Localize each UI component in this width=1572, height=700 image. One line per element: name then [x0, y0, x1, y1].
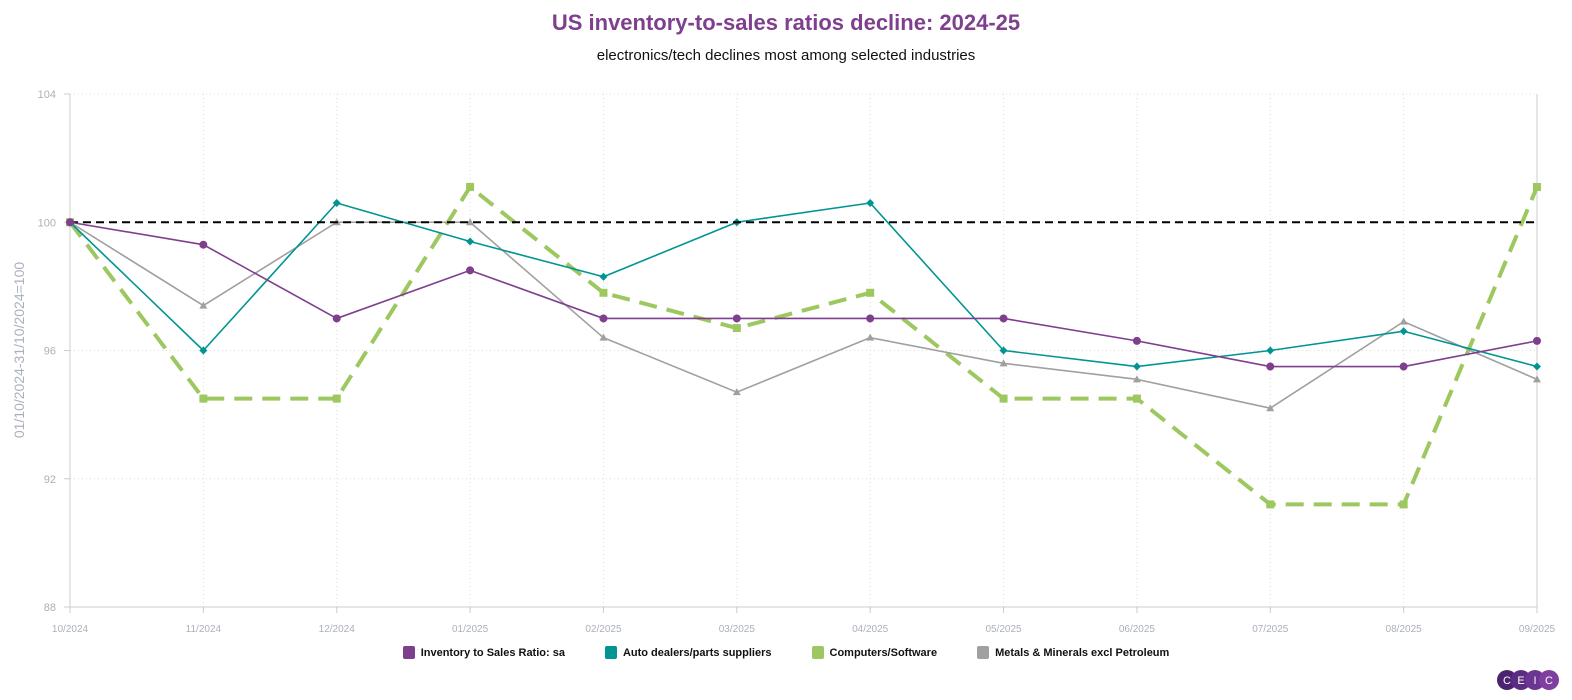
data-point [999, 359, 1008, 367]
data-point [1533, 182, 1541, 191]
data-point [1533, 362, 1541, 371]
data-point [999, 346, 1008, 355]
data-point [199, 301, 208, 309]
legend-label: Metals & Minerals excl Petroleum [995, 646, 1170, 659]
data-point [332, 314, 341, 323]
data-point [1132, 336, 1141, 345]
data-point [1399, 500, 1408, 509]
data-point [1399, 327, 1408, 336]
data-point [866, 333, 875, 341]
y-tick-label: 96 [44, 346, 56, 358]
legend-swatch [604, 646, 617, 659]
data-point [466, 237, 475, 246]
svg-text:C: C [1503, 675, 1511, 687]
svg-text:E: E [1517, 675, 1524, 687]
data-point [199, 394, 208, 403]
x-tick-label: 08/2025 [1386, 624, 1423, 635]
svg-text:I: I [1533, 675, 1536, 687]
legend-item[interactable]: Computers/Software [811, 646, 938, 659]
data-point [866, 314, 875, 323]
data-point [1399, 317, 1408, 325]
legend-label: Inventory to Sales Ratio: sa [420, 646, 565, 659]
data-point [1132, 375, 1141, 383]
data-point [732, 388, 741, 396]
svg-text:C: C [1545, 675, 1553, 687]
y-axis-label: 01/10/2024-31/10/2024=100 [11, 262, 27, 439]
x-tick-label: 05/2025 [985, 624, 1022, 635]
series-group [66, 182, 1541, 509]
axes: 88 92 96 100 104 10/2024 11/2024 12/2024 01/2025… [38, 89, 1556, 635]
x-tick-label: 02/2025 [585, 624, 622, 635]
legend-swatch [811, 646, 824, 659]
data-point [999, 394, 1008, 403]
data-point [1399, 362, 1408, 371]
data-point [1266, 404, 1275, 412]
y-tick-label: 100 [38, 217, 56, 229]
chart-title: US inventory-to-sales ratios decline: 20… [551, 10, 1021, 35]
series-line-3 [69, 221, 1538, 410]
data-point [599, 272, 608, 281]
legend: Inventory to Sales Ratio: sa Auto dealers… [0, 646, 1572, 659]
data-point [999, 314, 1008, 323]
legend-item[interactable]: Auto dealers/parts suppliers [604, 646, 772, 659]
data-point [732, 314, 741, 323]
data-point [199, 240, 208, 249]
data-point [1266, 500, 1275, 509]
x-tick-label: 10/2024 [52, 624, 89, 635]
data-point [866, 199, 875, 208]
data-point [332, 199, 341, 208]
data-point [199, 346, 208, 355]
data-point [1533, 375, 1541, 383]
data-point [1533, 336, 1541, 345]
data-point [1132, 362, 1141, 371]
y-tick-label: 92 [44, 474, 56, 486]
chart-subtitle: electronics/tech declines most among sel… [596, 47, 976, 64]
data-point [66, 218, 74, 227]
data-point [599, 333, 608, 341]
x-tick-label: 09/2025 [1519, 624, 1556, 635]
data-point [866, 288, 875, 297]
x-tick-label: 01/2025 [452, 624, 489, 635]
data-point [599, 288, 608, 297]
legend-swatch [402, 646, 415, 659]
x-tick-label: 07/2025 [1252, 624, 1289, 635]
data-point [1266, 346, 1275, 355]
x-tick-label: 04/2025 [852, 624, 889, 635]
data-point [599, 314, 608, 323]
legend-label: Computers/Software [829, 646, 938, 659]
y-tick-label: 104 [38, 89, 56, 101]
data-point [1132, 394, 1141, 403]
y-tick-label: 88 [44, 602, 56, 614]
data-point [466, 266, 475, 275]
series-line-0 [69, 221, 1538, 368]
legend-swatch [977, 646, 990, 659]
legend-item[interactable]: Metals & Minerals excl Petroleum [977, 646, 1169, 659]
data-point [1266, 362, 1275, 371]
data-point [466, 182, 475, 191]
x-tick-label: 11/2024 [186, 624, 222, 635]
data-point [466, 218, 475, 226]
legend-label: Auto dealers/parts suppliers [622, 646, 772, 659]
x-tick-label: 06/2025 [1119, 624, 1156, 635]
series-line-1 [69, 202, 1538, 368]
data-point [332, 394, 341, 403]
grid [70, 93, 1538, 607]
series-line-2 [68, 184, 1539, 507]
x-tick-label: 12/2024 [319, 624, 356, 635]
data-point [732, 324, 741, 333]
x-tick-label: 03/2025 [719, 624, 756, 635]
legend-item[interactable]: Inventory to Sales Ratio: sa [402, 646, 565, 659]
